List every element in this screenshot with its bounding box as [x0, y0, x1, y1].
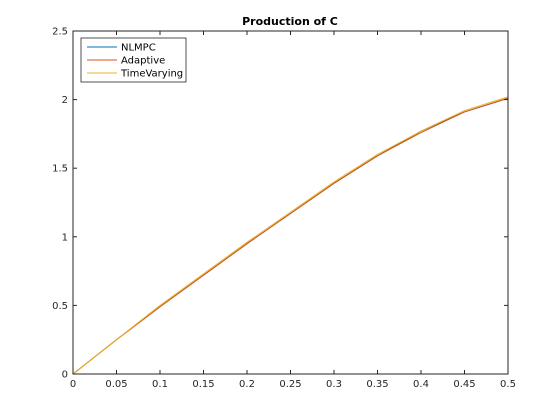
- x-tick-label: 0.1: [152, 379, 168, 390]
- legend: NLMPC Adaptive TimeVarying: [80, 37, 187, 83]
- legend-label-nlmpc: NLMPC: [121, 43, 156, 54]
- y-tick-label: 0.5: [52, 301, 68, 312]
- legend-label-timevarying: TimeVarying: [120, 69, 183, 80]
- y-tick-label: 0: [62, 370, 68, 381]
- legend-items: NLMPC Adaptive TimeVarying: [87, 43, 183, 80]
- x-tick-label: 0.5: [500, 379, 516, 390]
- x-tick-label: 0.15: [192, 379, 214, 390]
- y-tick-label: 2.5: [52, 27, 68, 38]
- series-layer: [72, 96, 509, 375]
- legend-label-adaptive: Adaptive: [121, 56, 165, 67]
- chart-title: Production of C: [242, 15, 338, 28]
- series-line-timevarying: [72, 96, 509, 375]
- x-tick-label: 0: [70, 379, 76, 390]
- x-tick-label: 0.4: [413, 379, 429, 390]
- x-tick-label: 0.35: [366, 379, 388, 390]
- x-tick-label: 0.2: [239, 379, 255, 390]
- x-tick-label: 0.45: [453, 379, 475, 390]
- y-tick-label: 2: [62, 95, 68, 106]
- x-tick-label: 0.05: [105, 379, 127, 390]
- y-tick-label: 1.5: [52, 164, 68, 175]
- ticks-layer: 0 0.05 0.1 0.15 0.2 0.25 0.3 0.35 0.4 0.45 0.5 0 0.5…: [52, 27, 516, 391]
- x-tick-label: 0.3: [326, 379, 342, 390]
- series-line-adaptive: [72, 97, 509, 375]
- x-tick-label: 0.25: [279, 379, 301, 390]
- y-tick-label: 1: [62, 232, 68, 243]
